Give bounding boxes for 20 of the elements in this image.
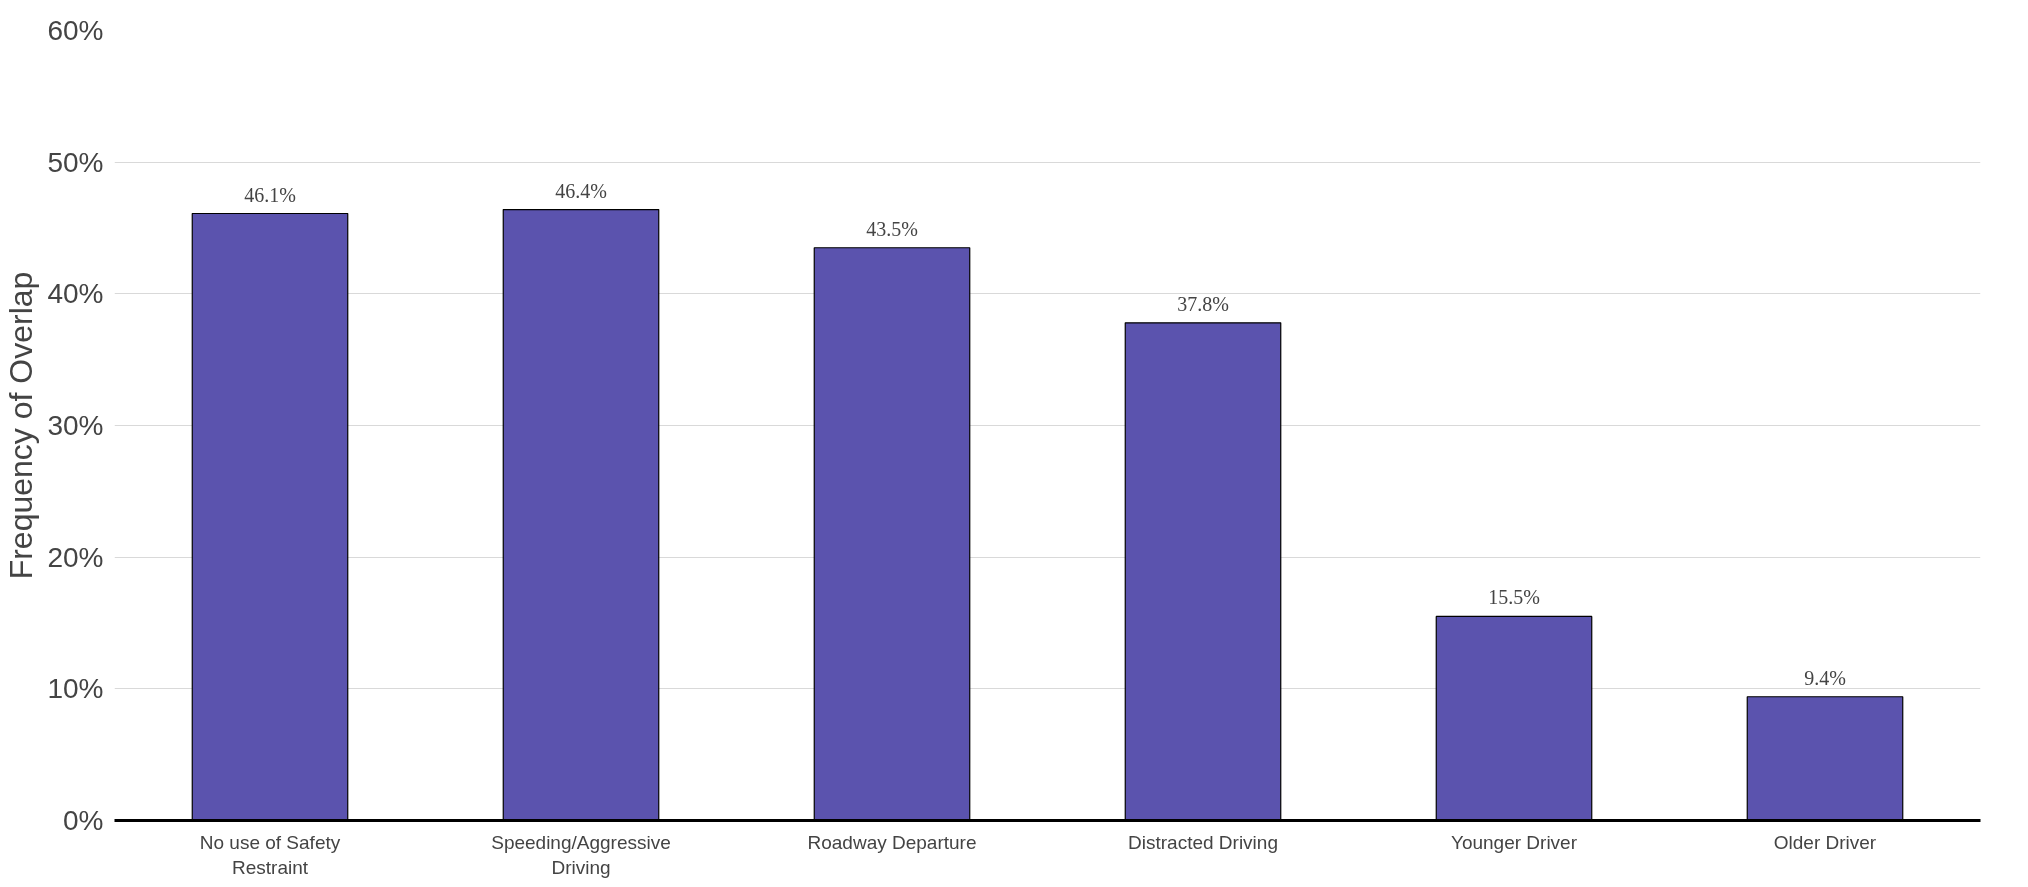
y-axis-title: Frequency of Overlap: [3, 271, 40, 580]
x-tick-label: Older Driver: [1773, 831, 1877, 853]
x-tick-label: Younger Driver: [1450, 831, 1578, 853]
x-tick-label: Speeding/Aggressive Driving: [491, 831, 671, 878]
x-tick-label: Distracted Driving: [1128, 831, 1278, 853]
data-label: 46.1%: [244, 183, 296, 206]
y-tick-label: 30%: [47, 410, 104, 441]
x-tick-label: Roadway Departure: [807, 831, 977, 853]
data-label: 46.4%: [555, 179, 607, 202]
y-tick-label: 50%: [47, 146, 104, 178]
data-label: 9.4%: [1804, 666, 1846, 689]
y-tick-label: 10%: [47, 673, 104, 705]
y-tick-label: 40%: [47, 278, 104, 310]
data-label: 43.5%: [866, 217, 918, 240]
x-tick-label: No use of Safety Restraint: [199, 831, 341, 878]
data-label: 15.5%: [1488, 586, 1540, 609]
y-tick-label: 20%: [47, 541, 104, 573]
y-tick-label: 60%: [47, 15, 104, 46]
data-label: 37.8%: [1177, 292, 1229, 315]
y-tick-label: 0%: [63, 805, 104, 836]
